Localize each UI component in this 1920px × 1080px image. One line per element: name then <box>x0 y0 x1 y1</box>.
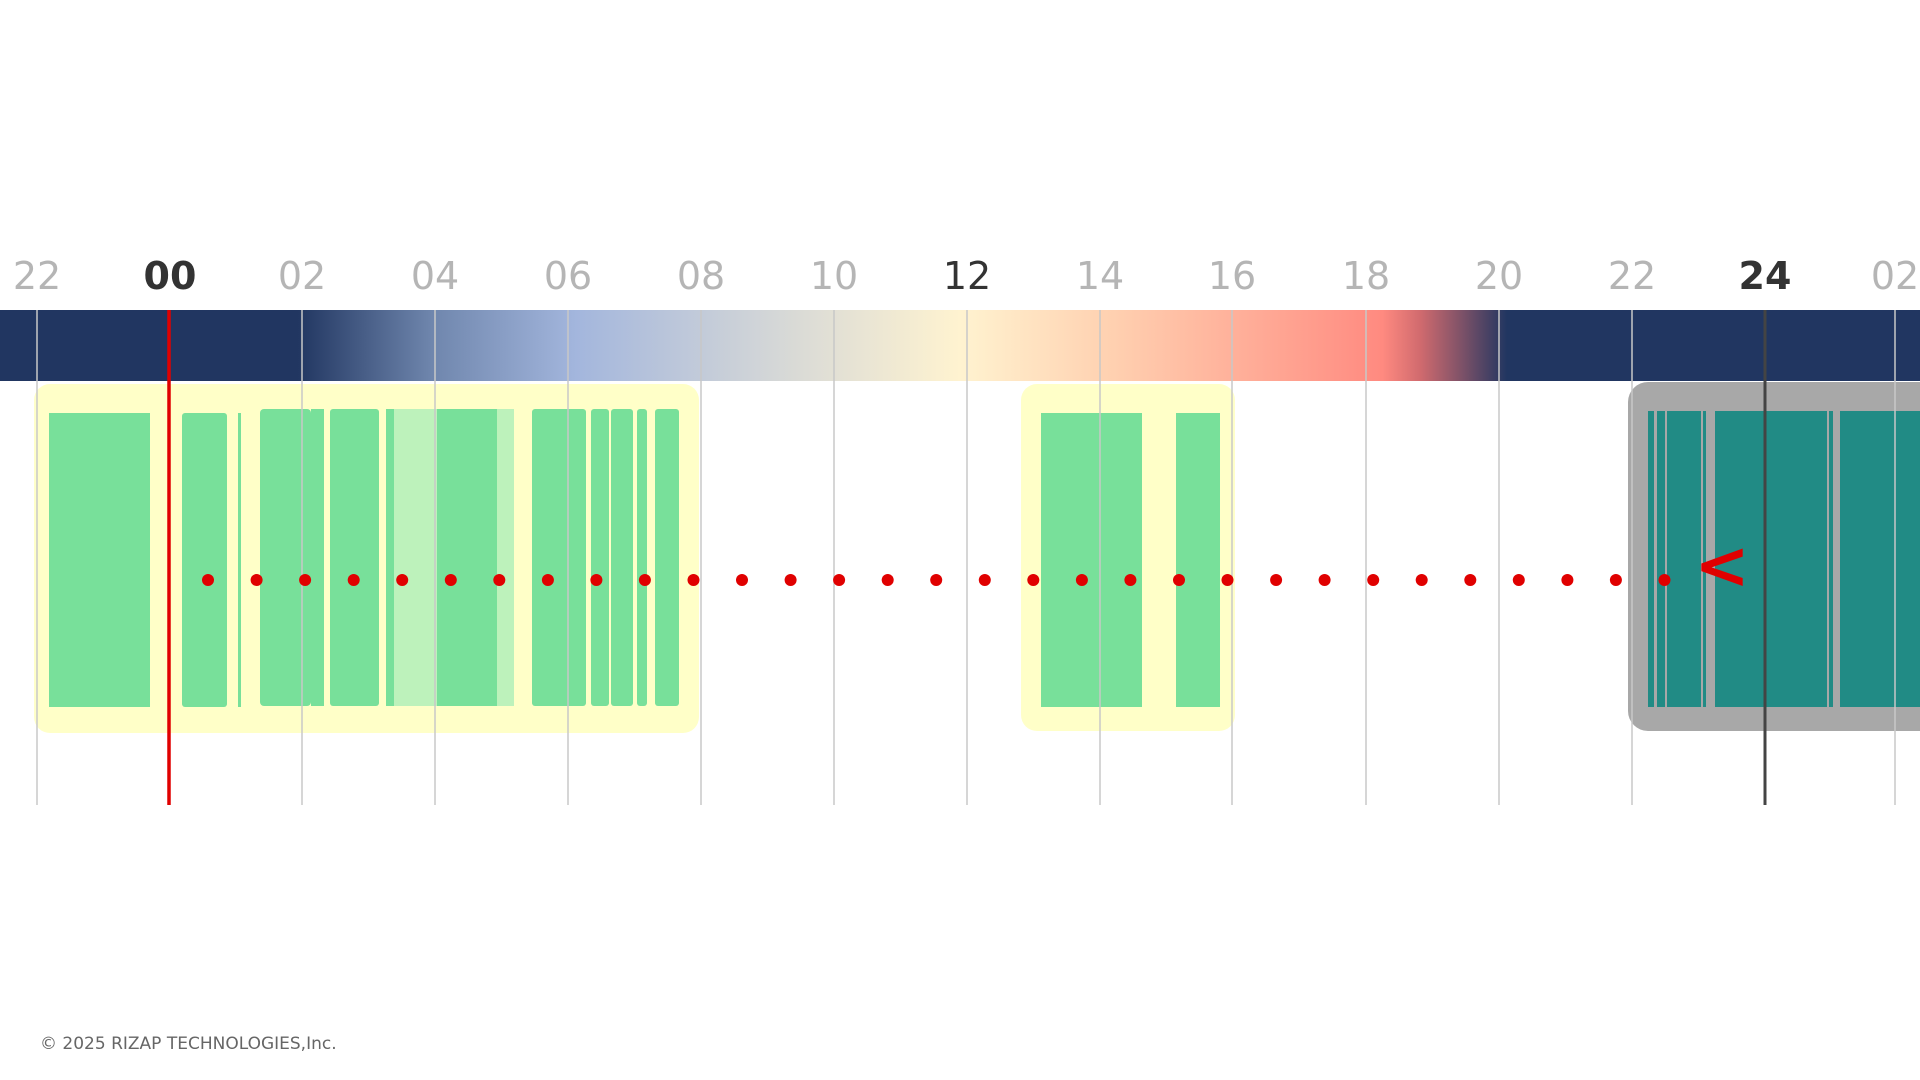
connector-dot <box>1221 574 1234 586</box>
hour-label: 12 <box>943 254 991 298</box>
activity-segment <box>260 409 311 706</box>
activity-segment <box>1176 413 1220 707</box>
activity-segment <box>437 409 497 706</box>
activity-segment <box>311 409 324 706</box>
dotted-connector <box>202 574 1671 586</box>
past-activity-segment <box>1703 411 1706 707</box>
connector-dot <box>1027 574 1040 586</box>
past-activity-segment <box>1715 411 1827 707</box>
connector-dot <box>1609 574 1622 586</box>
activity-block[interactable] <box>1021 384 1235 731</box>
connector-dot <box>1658 574 1671 586</box>
connector-dot <box>396 574 409 586</box>
connector-dot <box>1075 574 1088 586</box>
activity-segment <box>655 409 679 706</box>
past-activity-segment <box>1657 411 1665 707</box>
connector-dot <box>930 574 943 586</box>
hour-label: 22 <box>13 254 61 298</box>
connector-dot <box>1124 574 1137 586</box>
connector-dot <box>299 574 312 586</box>
connector-dot <box>541 574 554 586</box>
daylight-band <box>0 310 1920 381</box>
connector-dot <box>687 574 700 586</box>
return-arrow-icon[interactable]: < <box>1694 527 1749 604</box>
connector-dot <box>1173 574 1185 586</box>
hour-gridlines <box>36 310 1896 805</box>
hour-label: 22 <box>1608 254 1656 298</box>
past-activity-segment <box>1829 411 1833 707</box>
connector-dot <box>1512 574 1525 586</box>
activity-segment <box>386 409 394 706</box>
connector-dot <box>444 574 457 586</box>
activity-segment <box>49 413 150 707</box>
hour-label: 06 <box>544 254 592 298</box>
activity-segment <box>637 409 647 706</box>
hour-label: 04 <box>411 254 459 298</box>
connector-dot <box>638 574 651 586</box>
past-activity-block[interactable] <box>1628 382 1920 731</box>
hour-label: 14 <box>1076 254 1124 298</box>
hour-label: 24 <box>1739 254 1792 298</box>
hour-label: 00 <box>144 254 197 298</box>
connector-dot <box>1561 574 1574 586</box>
activity-segment-light <box>394 409 437 706</box>
activity-segment <box>1041 413 1142 707</box>
connector-dot <box>881 574 894 586</box>
hour-label: 10 <box>810 254 858 298</box>
activity-segment <box>591 409 609 706</box>
connector-dot <box>590 574 603 586</box>
connector-dot <box>784 574 797 586</box>
activity-segment <box>182 413 227 707</box>
connector-dot <box>347 574 360 586</box>
activity-block[interactable] <box>34 384 699 733</box>
hour-label: 08 <box>677 254 725 298</box>
hour-label: 02 <box>278 254 326 298</box>
connector-dot <box>978 574 991 586</box>
connector-dot <box>250 574 263 586</box>
activity-segment <box>330 409 379 706</box>
past-activity-segment <box>1840 411 1920 707</box>
past-activity-segment <box>1667 411 1701 707</box>
activity-segment-light <box>497 409 514 706</box>
connector-dot <box>833 574 846 586</box>
hour-label: 02 <box>1871 254 1919 298</box>
activity-segment <box>238 413 241 707</box>
copyright-text: © 2025 RIZAP TECHNOLOGIES,Inc. <box>40 1034 337 1054</box>
connector-dot <box>493 574 506 586</box>
connector-dot <box>202 574 214 586</box>
activity-segment <box>532 409 586 706</box>
connector-dot <box>1464 574 1477 586</box>
connector-dot <box>1270 574 1283 586</box>
connector-dot <box>1318 574 1331 586</box>
connector-dot <box>1367 574 1380 586</box>
connector-dot <box>736 574 748 586</box>
connector-dot <box>1415 574 1428 586</box>
hour-label: 16 <box>1208 254 1256 298</box>
hour-label: 18 <box>1342 254 1390 298</box>
hour-axis: 22 00 02 04 06 08 10 12 14 16 18 20 22 2… <box>13 254 1919 298</box>
past-activity-segment <box>1648 411 1654 707</box>
activity-segment <box>611 409 633 706</box>
hour-label: 20 <box>1475 254 1523 298</box>
